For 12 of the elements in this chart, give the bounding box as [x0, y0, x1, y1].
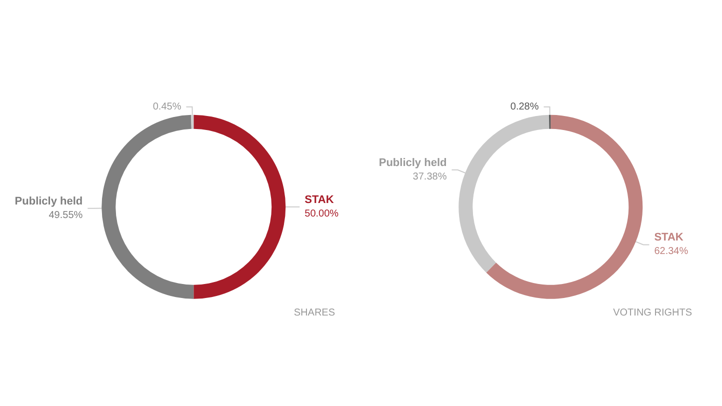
data-label: 50.00%: [304, 208, 339, 220]
data-label: 49.55%: [48, 210, 83, 221]
slice-label: STAK: [654, 232, 684, 244]
data-label: 0.45%: [152, 101, 182, 112]
slice-label: Publicly held: [14, 195, 83, 208]
data-label: 0.28%: [510, 101, 539, 112]
data-label: 37.38%: [412, 171, 447, 182]
slice-label: STAK: [304, 194, 334, 206]
slice-label: Publicly held: [378, 156, 447, 169]
text: SHARES: [294, 308, 336, 318]
data-label: 62.34%: [654, 246, 688, 258]
text: VOTING RIGHTS: [613, 308, 692, 318]
